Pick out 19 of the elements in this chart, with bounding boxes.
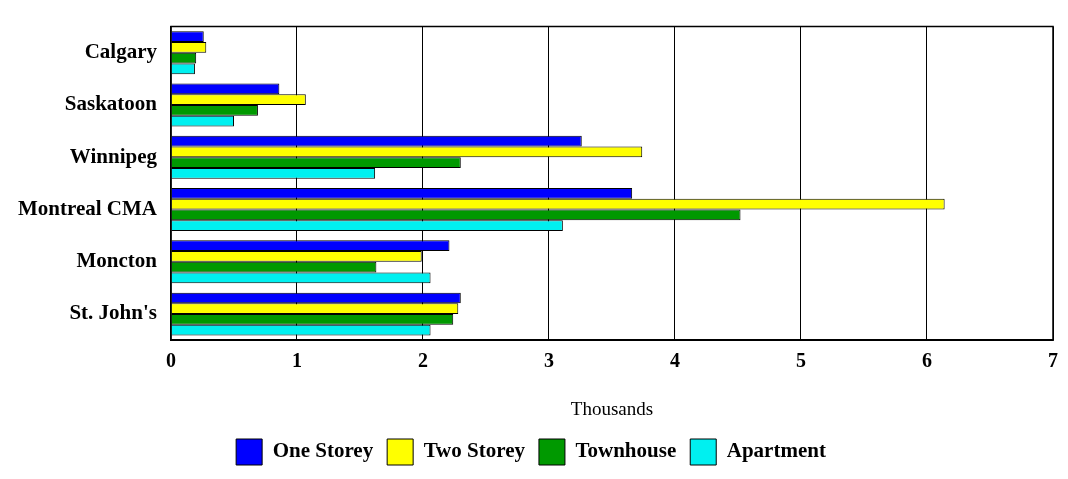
y-tick-label: St. John's	[69, 300, 157, 325]
legend-label: One Storey	[272, 438, 374, 463]
y-tick-label: Winnipeg	[69, 143, 158, 168]
x-tick-label: 2	[417, 349, 428, 372]
x-tick-label: 7	[1048, 349, 1058, 372]
x-tick-label: 5	[796, 349, 806, 372]
y-tick-label: Saskatoon	[64, 91, 158, 116]
x-tick-label: 3	[544, 349, 554, 372]
x-tick-label: 1	[291, 349, 302, 372]
x-tick-label: 6	[922, 349, 932, 372]
x-axis-title: Thousands	[570, 397, 654, 419]
legend-label: Two Storey	[423, 438, 526, 463]
legend-label: Townhouse	[575, 438, 677, 463]
x-tick-label: 4	[670, 349, 680, 372]
y-tick-label: Moncton	[76, 248, 158, 273]
legend-label: Apartment	[726, 438, 826, 463]
x-tick-label: 0	[165, 349, 176, 372]
y-tick-label: Calgary	[84, 39, 158, 64]
y-tick-label: Montreal CMA	[17, 195, 158, 220]
